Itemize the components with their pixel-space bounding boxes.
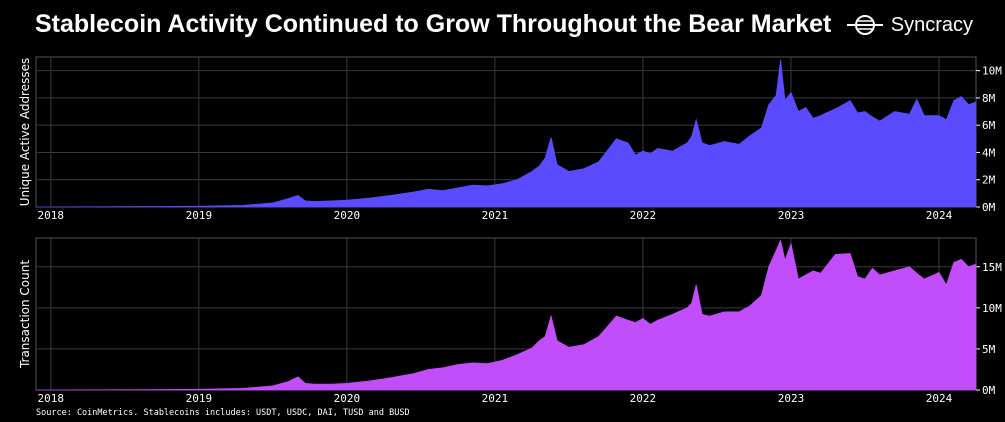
addresses-ytick-label: 0M [982,201,996,214]
brand-name: Syncracy [890,13,973,36]
syncracy-logo-icon [846,15,883,35]
transactions-xtick-label: 2020 [334,392,361,405]
addresses-ytick-label: 8M [982,92,996,105]
addresses-y-axis-label: Unique Active Addresses [18,58,32,207]
addresses-xtick-label: 2018 [38,209,65,222]
addresses-xtick-label: 2024 [926,209,953,222]
transactions-xtick-label: 2024 [926,392,953,405]
addresses-xtick-label: 2021 [482,209,509,222]
transactions-ytick-label: 5M [982,343,996,356]
transactions-xtick-label: 2018 [38,392,65,405]
transactions-xtick-label: 2021 [482,392,509,405]
addresses-ytick-label: 2M [982,174,996,187]
addresses-xtick-label: 2020 [334,209,361,222]
addresses-ytick-label: 4M [982,146,996,159]
transactions-y-axis-label: Transaction Count [18,260,32,369]
transactions-xtick-label: 2022 [630,392,657,405]
transactions-ytick-label: 0M [982,384,996,397]
source-note: Source: CoinMetrics. Stablecoins include… [36,408,410,418]
addresses-xtick-label: 2019 [186,209,213,222]
transactions-xtick-label: 2023 [778,392,805,405]
transactions-ytick-label: 10M [982,302,1002,315]
transactions-xtick-label: 2019 [186,392,213,405]
transactions-area-series [35,239,977,391]
addresses-ytick-label: 6M [982,119,996,132]
page-title: Stablecoin Activity Continued to Grow Th… [35,10,832,38]
brand-logo: Syncracy [845,13,973,37]
addresses-xtick-label: 2023 [778,209,805,222]
addresses-xtick-label: 2022 [630,209,657,222]
addresses-ytick-label: 10M [982,65,1002,78]
addresses-area-series [35,59,977,208]
transactions-ytick-label: 15M [982,261,1002,274]
